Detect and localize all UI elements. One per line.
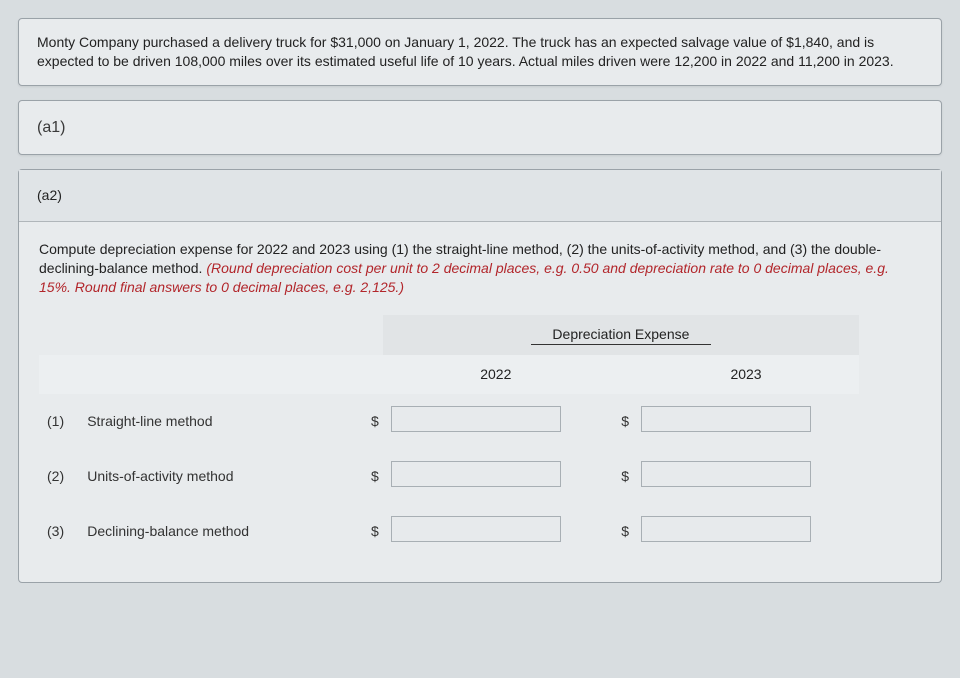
currency-symbol: $ (359, 504, 383, 559)
table-row: (3) Declining-balance method $ $ (39, 504, 859, 559)
depreciation-table: Depreciation Expense 2022 2023 (1) Strai… (39, 315, 921, 558)
currency-symbol: $ (609, 394, 633, 449)
currency-symbol: $ (359, 394, 383, 449)
row-method: Declining-balance method (79, 504, 358, 559)
input-2022-units[interactable] (391, 461, 561, 487)
table-header-year2: 2023 (730, 366, 761, 382)
input-2023-units[interactable] (641, 461, 811, 487)
table-row: (1) Straight-line method $ $ (39, 394, 859, 449)
problem-statement: Monty Company purchased a delivery truck… (18, 18, 942, 86)
section-a1-label: (a1) (37, 119, 65, 136)
table-row: (2) Units-of-activity method $ $ (39, 449, 859, 504)
table-header-main: Depreciation Expense (531, 325, 711, 345)
row-method: Straight-line method (79, 394, 358, 449)
section-a2-header[interactable]: (a2) (19, 170, 941, 222)
input-2023-declining[interactable] (641, 516, 811, 542)
input-2022-declining[interactable] (391, 516, 561, 542)
instruction: Compute depreciation expense for 2022 an… (39, 240, 921, 297)
row-num: (3) (39, 504, 79, 559)
problem-text: Monty Company purchased a delivery truck… (37, 34, 894, 69)
row-method: Units-of-activity method (79, 449, 358, 504)
row-num: (2) (39, 449, 79, 504)
currency-symbol: $ (609, 449, 633, 504)
currency-symbol: $ (609, 504, 633, 559)
table-header-year1: 2022 (480, 366, 511, 382)
section-a1[interactable]: (a1) (18, 100, 942, 156)
currency-symbol: $ (359, 449, 383, 504)
row-num: (1) (39, 394, 79, 449)
section-a2-label[interactable]: (a2) (37, 187, 62, 203)
section-a2-body: Compute depreciation expense for 2022 an… (19, 222, 941, 582)
input-2022-straightline[interactable] (391, 406, 561, 432)
section-a2: (a2) Compute depreciation expense for 20… (18, 169, 942, 583)
input-2023-straightline[interactable] (641, 406, 811, 432)
